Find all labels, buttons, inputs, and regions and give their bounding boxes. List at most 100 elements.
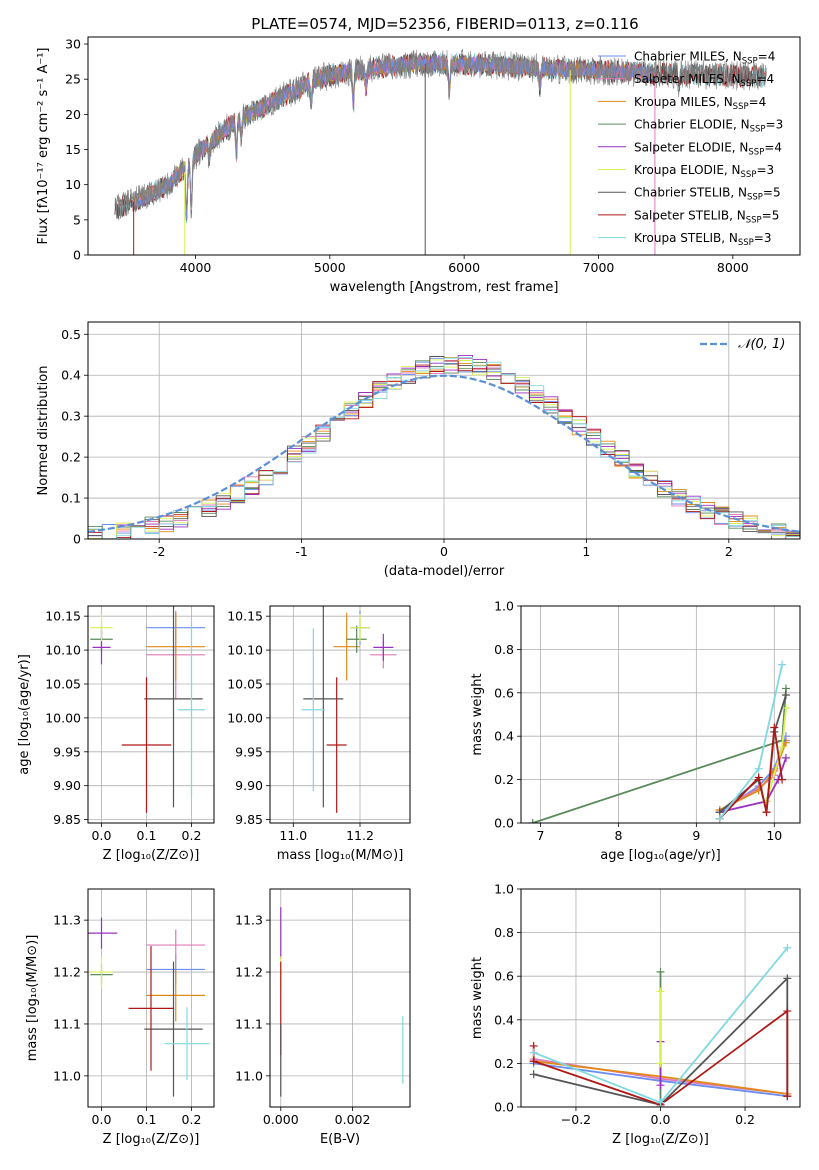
x-tick-label: 5000 (314, 260, 346, 275)
y-axis-label: age [log₁₀(age/yr)] (17, 654, 32, 775)
y-tick-label: 9.90 (53, 778, 81, 793)
weight-series (532, 688, 787, 823)
x-tick-label: 2 (725, 544, 733, 559)
weight-point (656, 1081, 665, 1090)
x-tick-label: 8000 (717, 260, 749, 275)
weight-point (529, 1070, 538, 1079)
x-tick-label: 8 (614, 828, 622, 843)
x-tick-label: 0.0 (92, 828, 112, 843)
weight_vs_Z-panel: −0.2 0.0 0.2 0.0 0.2 0.4 0.6 0.8 1.0 Z [log₁₀(Z/Z… (470, 882, 801, 1147)
weight-point (754, 773, 763, 782)
x-tick-label: 1 (582, 544, 590, 559)
x-tick-label: 7 (537, 828, 545, 843)
y-axis-label: mass weight (470, 957, 485, 1039)
weight-point (783, 974, 792, 983)
weight-point (778, 743, 787, 752)
y-tick-label: 9.85 (235, 812, 263, 827)
spectrum-plot-area (114, 48, 767, 255)
y-tick-label: 0.1 (61, 491, 81, 506)
y-tick-label: 11.3 (235, 913, 263, 928)
y-tick-label: 25 (65, 72, 81, 87)
y-tick-label: 10.05 (227, 676, 263, 691)
y-tick-label: 9.85 (53, 812, 81, 827)
x-tick-label: 0.1 (137, 828, 157, 843)
age_vs_Z-panel: 0.0 0.1 0.2 9.85 9.90 9.95 10.00 10.05 10.10 10.1… (17, 605, 215, 863)
x-tick-label: -1 (295, 544, 307, 559)
y-tick-label: 30 (65, 37, 81, 52)
legend-entry: Chabrier ELODIE, NSSP=3 (634, 118, 783, 135)
y-axis-label: Flux [fλ10⁻¹⁷ erg cm⁻² s⁻¹ A⁻¹] (36, 48, 51, 245)
y-tick-label: 11.2 (53, 965, 81, 980)
y-tick-label: 0.0 (494, 1100, 514, 1115)
y-tick-label: 15 (65, 142, 81, 157)
y-tick-label: 11.3 (53, 913, 81, 928)
y-tick-label: 0.5 (61, 327, 81, 342)
weight-point (528, 819, 537, 823)
mass_vs_ebv-plot-area (280, 907, 404, 1097)
y-tick-label: 0.4 (61, 368, 81, 383)
y-tick-label: 0.0 (494, 816, 514, 831)
weight-point (656, 1059, 665, 1068)
y-tick-label: 0.8 (494, 642, 514, 657)
x-tick-label: -2 (153, 544, 165, 559)
legend-entry: Kroupa MILES, NSSP=4 (634, 95, 766, 112)
axes-frame (269, 605, 411, 824)
y-tick-label: 10.10 (227, 643, 263, 658)
axes-frame (520, 605, 801, 824)
y-tick-label: 10.05 (45, 676, 81, 691)
y-tick-label: 10.15 (45, 609, 81, 624)
x-axis-label: wavelength [Angstrom, rest frame] (330, 280, 559, 295)
weight-point (778, 660, 787, 669)
y-tick-label: 11.1 (53, 1016, 81, 1031)
weight-point (781, 690, 790, 699)
y-tick-label: 1.0 (494, 599, 514, 614)
x-tick-label: 9 (692, 828, 700, 843)
y-tick-label: 11.0 (235, 1068, 263, 1083)
weight-point (781, 753, 790, 762)
legend-entry: Chabrier STELIB, NSSP=5 (634, 186, 781, 203)
y-tick-label: 0 (73, 532, 81, 547)
y-tick-label: 9.95 (53, 744, 81, 759)
x-tick-label: 11.0 (279, 828, 307, 843)
weight-point (715, 814, 724, 823)
legend-entry: Kroupa ELODIE, NSSP=3 (634, 163, 774, 180)
x-tick-label: 0.0 (651, 1112, 671, 1127)
weight-point (656, 1098, 665, 1107)
axes-frame (87, 321, 801, 540)
y-axis-label: mass weight (470, 673, 485, 755)
weight-point (656, 987, 665, 996)
x-axis-label: Z [log₁₀(Z/Z⊙)] (103, 848, 200, 863)
weight-point (778, 775, 787, 784)
y-tick-label: 0.2 (494, 1056, 514, 1071)
y-tick-label: 11.0 (53, 1068, 81, 1083)
weight-point (656, 967, 665, 976)
weight-point (783, 1092, 792, 1101)
y-tick-label: 0.6 (494, 969, 514, 984)
weight-point (781, 703, 790, 712)
age_vs_mass-panel: 11.0 11.2 9.85 9.90 9.95 10.00 10.05 10.10 10.15… (227, 605, 411, 863)
legend-entry: 𝒩(0, 1) (738, 337, 785, 352)
y-tick-label: 0.2 (61, 450, 81, 465)
weight-point (770, 723, 779, 732)
legend-entry: Chabrier MILES, NSSP=4 (634, 50, 775, 67)
legend-entry: Salpeter STELIB, NSSP=5 (634, 208, 779, 225)
weight-series (719, 735, 787, 813)
y-tick-label: 10.10 (45, 643, 81, 658)
x-axis-label: Z [log₁₀(Z/Z⊙)] (103, 1132, 200, 1147)
y-tick-label: 1.0 (494, 882, 514, 897)
observed-spectrum (114, 48, 767, 221)
age_vs_Z-plot-area (90, 606, 205, 813)
x-axis-label: (data-model)/error (384, 564, 505, 579)
y-tick-label: 9.90 (235, 778, 263, 793)
x-axis-label: mass [log₁₀(M/M⊙)] (277, 848, 404, 863)
x-tick-label: 0.1 (137, 1112, 157, 1127)
y-tick-label: 0.4 (494, 729, 514, 744)
y-tick-label: 0.3 (61, 409, 81, 424)
y-tick-label: 10.00 (45, 710, 81, 725)
mass_vs_ebv-panel: 0.000 0.002 11.0 11.1 11.2 11.3 E(B-V) (235, 888, 411, 1147)
x-tick-label: 0.2 (182, 828, 202, 843)
weight-point (529, 1048, 538, 1057)
y-tick-label: 10.15 (227, 609, 263, 624)
normal-curve (88, 374, 800, 533)
x-axis-label: Z [log₁₀(Z/Z⊙)] (612, 1132, 709, 1147)
